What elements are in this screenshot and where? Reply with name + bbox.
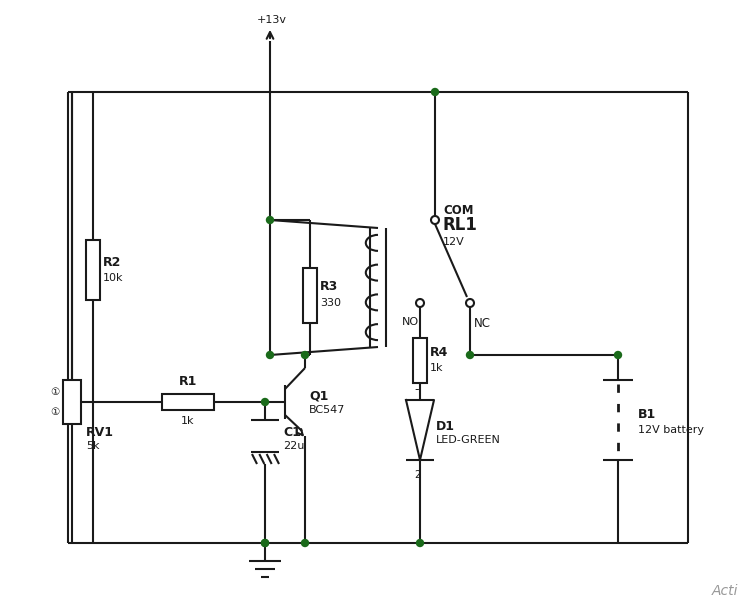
Bar xyxy=(303,268,317,323)
Bar xyxy=(86,240,100,300)
Text: R1: R1 xyxy=(179,375,197,388)
Text: BC547: BC547 xyxy=(309,405,345,415)
Bar xyxy=(413,337,427,382)
Circle shape xyxy=(432,88,438,96)
Text: R3: R3 xyxy=(320,281,339,293)
Text: 2: 2 xyxy=(414,470,420,480)
Text: 22u: 22u xyxy=(283,441,304,451)
Circle shape xyxy=(261,539,269,547)
Text: NO: NO xyxy=(402,317,419,327)
Text: ①: ① xyxy=(51,387,60,397)
Circle shape xyxy=(266,351,274,359)
Text: -: - xyxy=(414,383,420,396)
Text: 10k: 10k xyxy=(103,273,124,283)
Text: R2: R2 xyxy=(103,256,121,268)
Bar xyxy=(63,380,81,424)
Circle shape xyxy=(431,216,439,224)
Text: LED-GREEN: LED-GREEN xyxy=(436,435,501,445)
Text: C1: C1 xyxy=(283,426,301,439)
Text: 330: 330 xyxy=(320,298,341,308)
Text: Acti: Acti xyxy=(711,584,738,598)
Text: R4: R4 xyxy=(430,345,449,359)
Circle shape xyxy=(261,398,269,406)
Circle shape xyxy=(615,351,621,359)
Circle shape xyxy=(261,539,269,547)
Circle shape xyxy=(466,299,474,307)
Text: Q1: Q1 xyxy=(309,390,328,403)
Bar xyxy=(162,394,214,410)
Circle shape xyxy=(416,299,424,307)
Text: RL1: RL1 xyxy=(443,216,478,234)
Circle shape xyxy=(301,351,309,359)
Circle shape xyxy=(266,217,274,223)
Text: +13v: +13v xyxy=(257,15,287,25)
Text: 5k: 5k xyxy=(86,441,100,451)
Text: ①: ① xyxy=(51,407,60,417)
Circle shape xyxy=(301,539,309,547)
Text: 1k: 1k xyxy=(182,416,195,426)
Polygon shape xyxy=(406,400,434,460)
Circle shape xyxy=(417,539,423,547)
Text: COM: COM xyxy=(443,204,473,217)
Text: NC: NC xyxy=(474,317,491,330)
Text: RV1: RV1 xyxy=(86,426,114,439)
Text: B1: B1 xyxy=(638,407,656,420)
Circle shape xyxy=(466,351,473,359)
Text: D1: D1 xyxy=(436,420,455,432)
Text: 12V battery: 12V battery xyxy=(638,425,704,435)
Text: 1k: 1k xyxy=(430,363,443,373)
Text: 12V: 12V xyxy=(443,237,465,247)
